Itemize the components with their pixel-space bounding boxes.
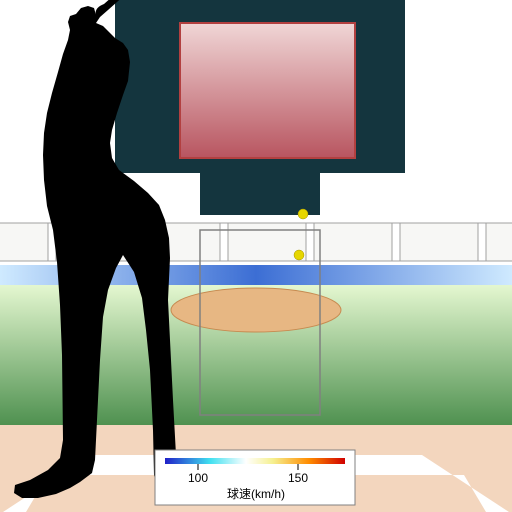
scoreboard-screen	[180, 23, 355, 158]
legend-tick: 150	[288, 471, 308, 485]
legend-tick: 100	[188, 471, 208, 485]
pitch-marker	[298, 209, 308, 219]
pitch-chart: 100 150 球速(km/h)	[0, 0, 512, 512]
pitch-marker	[294, 250, 304, 260]
pitchers-mound	[171, 288, 341, 332]
legend-label: 球速(km/h)	[227, 487, 285, 501]
scoreboard-stem	[200, 173, 320, 215]
velocity-legend: 100 150 球速(km/h)	[155, 450, 355, 505]
